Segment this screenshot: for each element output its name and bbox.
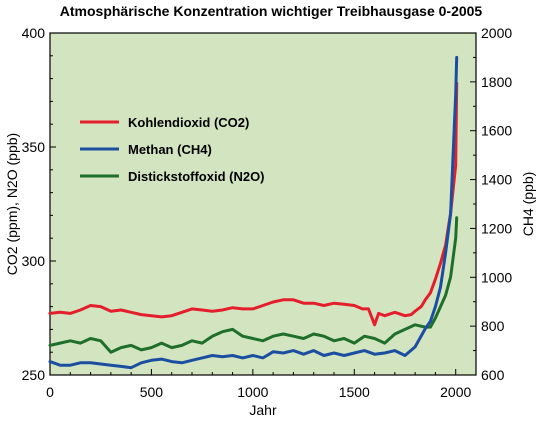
series-layer: [48, 55, 459, 370]
x-tick-label: 2000: [440, 384, 471, 400]
y-right-tick-label: 2000: [481, 25, 512, 41]
series-line-co2: [48, 81, 459, 327]
y-left-axis-ticks: 250 300 350 400: [22, 25, 56, 383]
y-right-tick-label: 1400: [481, 172, 512, 188]
y-right-tick-label: 1800: [481, 74, 512, 90]
y-left-axis-label: CO2 (ppm), N2O (ppb): [4, 133, 20, 275]
y-right-tick-label: 800: [481, 318, 505, 334]
y-right-axis-label: CH4 (ppb): [520, 172, 536, 237]
y-right-tick-label: 1000: [481, 269, 512, 285]
legend: Kohlendioxid (CO2) Methan (CH4) Disticksto…: [80, 115, 265, 184]
legend-label: Kohlendioxid (CO2): [128, 115, 249, 130]
y-left-tick-label: 350: [22, 139, 46, 155]
y-right-tick-label: 1200: [481, 220, 512, 236]
x-axis-label: Jahr: [249, 402, 277, 418]
x-axis-ticks: 0 500 1000 1500 2000: [46, 369, 471, 400]
x-tick-label: 500: [140, 384, 164, 400]
legend-label: Distickstoffoxid (N2O): [128, 169, 265, 184]
x-tick-label: 0: [46, 384, 54, 400]
y-right-axis-ticks: 600 800 1000 1200 1400 1600 1800 2000: [470, 25, 512, 383]
series-line-n2o: [48, 216, 459, 354]
x-tick-label: 1000: [237, 384, 268, 400]
legend-label: Methan (CH4): [128, 142, 212, 157]
plot-area: [49, 32, 477, 376]
y-left-tick-label: 250: [22, 367, 46, 383]
y-right-tick-label: 600: [481, 367, 505, 383]
series-line-ch4: [48, 55, 459, 370]
chart-title: Atmosphärische Konzentration wichtiger T…: [60, 3, 483, 19]
y-right-tick-label: 1600: [481, 123, 512, 139]
y-left-tick-label: 400: [22, 25, 46, 41]
y-left-tick-label: 300: [22, 253, 46, 269]
x-tick-label: 1500: [339, 384, 370, 400]
